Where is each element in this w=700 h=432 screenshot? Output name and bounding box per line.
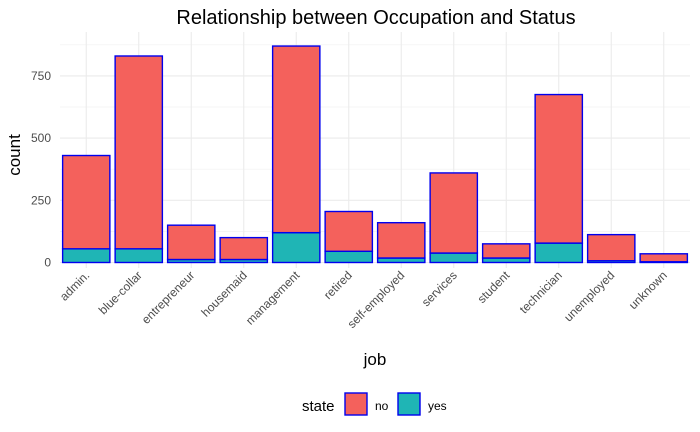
bar-no-housemaid — [219, 236, 269, 261]
bar-no-student — [481, 243, 531, 259]
bar-no-blue-collar — [114, 55, 164, 250]
bar-yes-technician — [534, 242, 584, 264]
y-tick-label: 500 — [31, 131, 51, 145]
bar-no-services — [429, 172, 479, 254]
bar-no-retired — [324, 210, 374, 253]
bar-yes-admin — [61, 248, 111, 264]
y-axis-title: count — [5, 134, 24, 176]
bar-no-entrepreneur — [166, 224, 216, 261]
bar-no-unemployed — [586, 233, 636, 262]
y-tick-label: 250 — [31, 193, 51, 207]
y-axis-ticks: 0 250 500 750 — [31, 69, 51, 270]
x-axis-title: job — [363, 350, 387, 369]
bar-no-technician — [534, 93, 584, 244]
bar-no-self-employed — [376, 221, 426, 259]
legend-title: state — [302, 398, 335, 415]
bar-no-admin — [61, 154, 111, 250]
chart-title: Relationship between Occupation and Stat… — [176, 7, 575, 29]
y-tick-label: 750 — [31, 69, 51, 83]
bar-yes-retired — [324, 250, 374, 264]
bar-yes-services — [429, 252, 479, 264]
legend-label-yes: yes — [428, 399, 447, 413]
legend-label-no: no — [375, 399, 389, 413]
legend-swatch-yes — [397, 392, 421, 416]
legend: state no yes — [302, 392, 447, 416]
y-tick-label: 0 — [44, 256, 51, 270]
bar-yes-blue-collar — [114, 248, 164, 264]
bar-no-management — [271, 45, 321, 234]
bars — [61, 45, 689, 264]
legend-swatch-no — [344, 392, 368, 416]
bar-no-unknown — [639, 253, 689, 263]
bar-yes-management — [271, 231, 321, 264]
